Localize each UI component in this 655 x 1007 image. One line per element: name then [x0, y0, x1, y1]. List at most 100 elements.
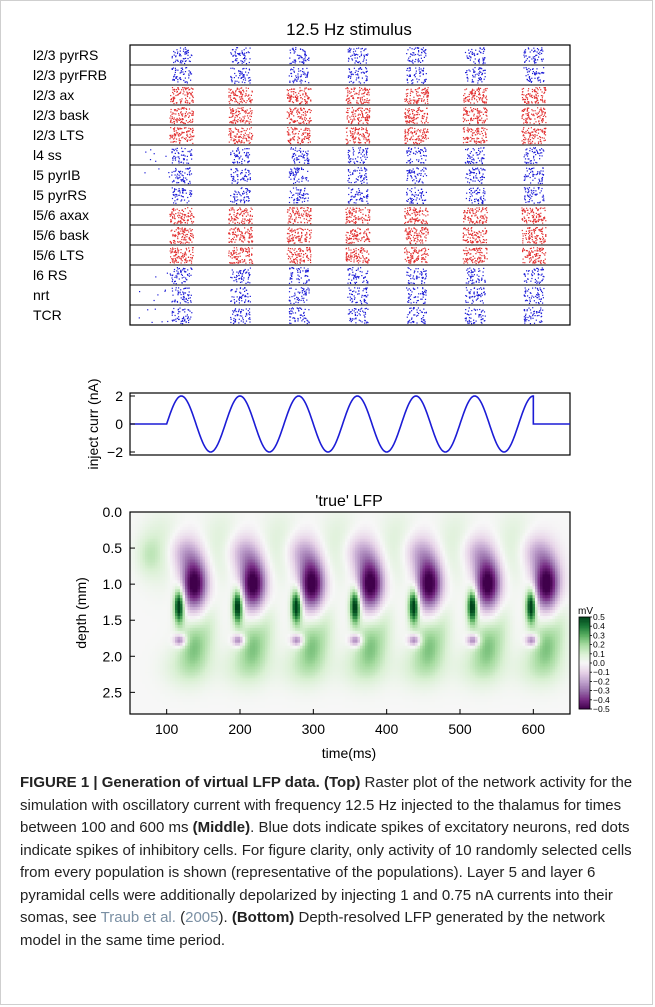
spike-dot	[349, 160, 351, 163]
spike-dot	[236, 47, 238, 49]
spike-dot	[415, 93, 418, 95]
spike-dot	[365, 54, 367, 56]
spike-dot	[349, 101, 351, 104]
spike-dot	[485, 102, 487, 104]
spike-dot	[177, 128, 179, 130]
spike-dot	[188, 212, 190, 214]
spike-dot	[244, 52, 246, 54]
spike-dot	[291, 238, 293, 240]
spike-dot	[483, 218, 485, 220]
spike-dot	[306, 214, 308, 216]
spike-dot	[294, 79, 296, 81]
spike-dot	[288, 209, 290, 211]
spike-dot	[472, 187, 474, 189]
spike-dot	[411, 194, 413, 196]
spike-dot	[175, 77, 177, 79]
spike-dot	[246, 180, 248, 182]
spike-dot	[473, 97, 476, 99]
spike-dot	[244, 132, 246, 134]
spike-dot	[468, 200, 470, 202]
spike-dot	[365, 67, 367, 69]
spike-dot	[365, 101, 367, 103]
spike-dot	[171, 122, 173, 124]
spike-dot	[352, 131, 354, 133]
spike-dot	[407, 112, 409, 114]
spike-dot	[229, 122, 231, 124]
spike-dot	[409, 219, 411, 221]
spike-dot	[235, 91, 237, 93]
spike-dot	[528, 60, 530, 62]
spike-dot	[248, 121, 250, 123]
spike-dot	[175, 109, 177, 111]
spike-dot	[174, 189, 176, 191]
spike-dot	[409, 218, 411, 220]
spike-dot	[347, 232, 349, 234]
spike-dot	[307, 71, 309, 73]
spike-dot	[368, 117, 370, 119]
spike-dot	[299, 196, 301, 198]
spike-dot	[248, 190, 250, 192]
spike-dot	[422, 182, 424, 184]
spike-dot	[179, 140, 182, 142]
spike-dot	[296, 111, 298, 113]
spike-dot	[247, 120, 249, 122]
spike-dot	[484, 62, 486, 64]
spike-dot	[421, 169, 424, 171]
spike-dot	[360, 142, 362, 144]
spike-dot	[250, 228, 252, 230]
spike-dot	[348, 155, 350, 157]
spike-dot	[422, 60, 424, 62]
spike-dot	[483, 58, 485, 60]
raster-row-label: l2/3 ax	[33, 87, 74, 103]
spike-dot	[174, 157, 176, 160]
spike-dot	[250, 113, 252, 115]
spike-dot	[349, 221, 351, 223]
spike-dot	[423, 79, 426, 81]
spike-dot	[470, 220, 472, 222]
spike-dot	[467, 157, 469, 159]
spike-dot	[484, 57, 486, 59]
spike-dot	[543, 200, 545, 202]
spike-dot	[407, 155, 409, 157]
spike-dot	[353, 87, 355, 89]
spike-dot	[533, 47, 535, 49]
spike-dot	[236, 193, 238, 195]
spike-dot	[475, 214, 477, 216]
spike-dot	[484, 119, 486, 121]
spike-dot	[300, 48, 302, 50]
spike-dot	[231, 209, 233, 211]
spike-dot	[230, 128, 232, 130]
spike-dot	[482, 215, 484, 217]
spike-dot	[470, 151, 472, 153]
spike-dot	[240, 73, 242, 75]
spike-dot	[530, 142, 532, 144]
spike-dot	[295, 237, 298, 239]
spike-dot	[289, 80, 291, 82]
spike-dot	[303, 108, 305, 110]
spike-dot	[357, 234, 359, 236]
spike-dot	[360, 218, 362, 220]
spike-dot	[191, 154, 193, 156]
spike-dot	[186, 81, 188, 83]
spike-dot	[427, 91, 429, 93]
spike-dot	[410, 219, 412, 221]
spike-dot	[528, 115, 530, 117]
spike-dot	[416, 122, 418, 124]
spike-dot	[183, 154, 185, 156]
spike-dot	[251, 222, 253, 224]
spike-dot	[249, 115, 251, 117]
spike-dot	[419, 95, 421, 97]
spike-dot	[349, 71, 351, 73]
spike-dot	[347, 238, 349, 240]
spike-dot	[416, 219, 418, 222]
spike-dot	[418, 198, 421, 200]
spike-dot	[354, 57, 356, 59]
spike-dot	[288, 233, 290, 235]
spike-dot	[463, 94, 465, 97]
spike-dot	[237, 221, 239, 224]
spike-dot	[534, 130, 536, 132]
spike-dot	[348, 212, 350, 214]
spike-dot	[348, 120, 350, 122]
spike-dot	[541, 109, 543, 111]
spike-dot	[191, 213, 193, 215]
